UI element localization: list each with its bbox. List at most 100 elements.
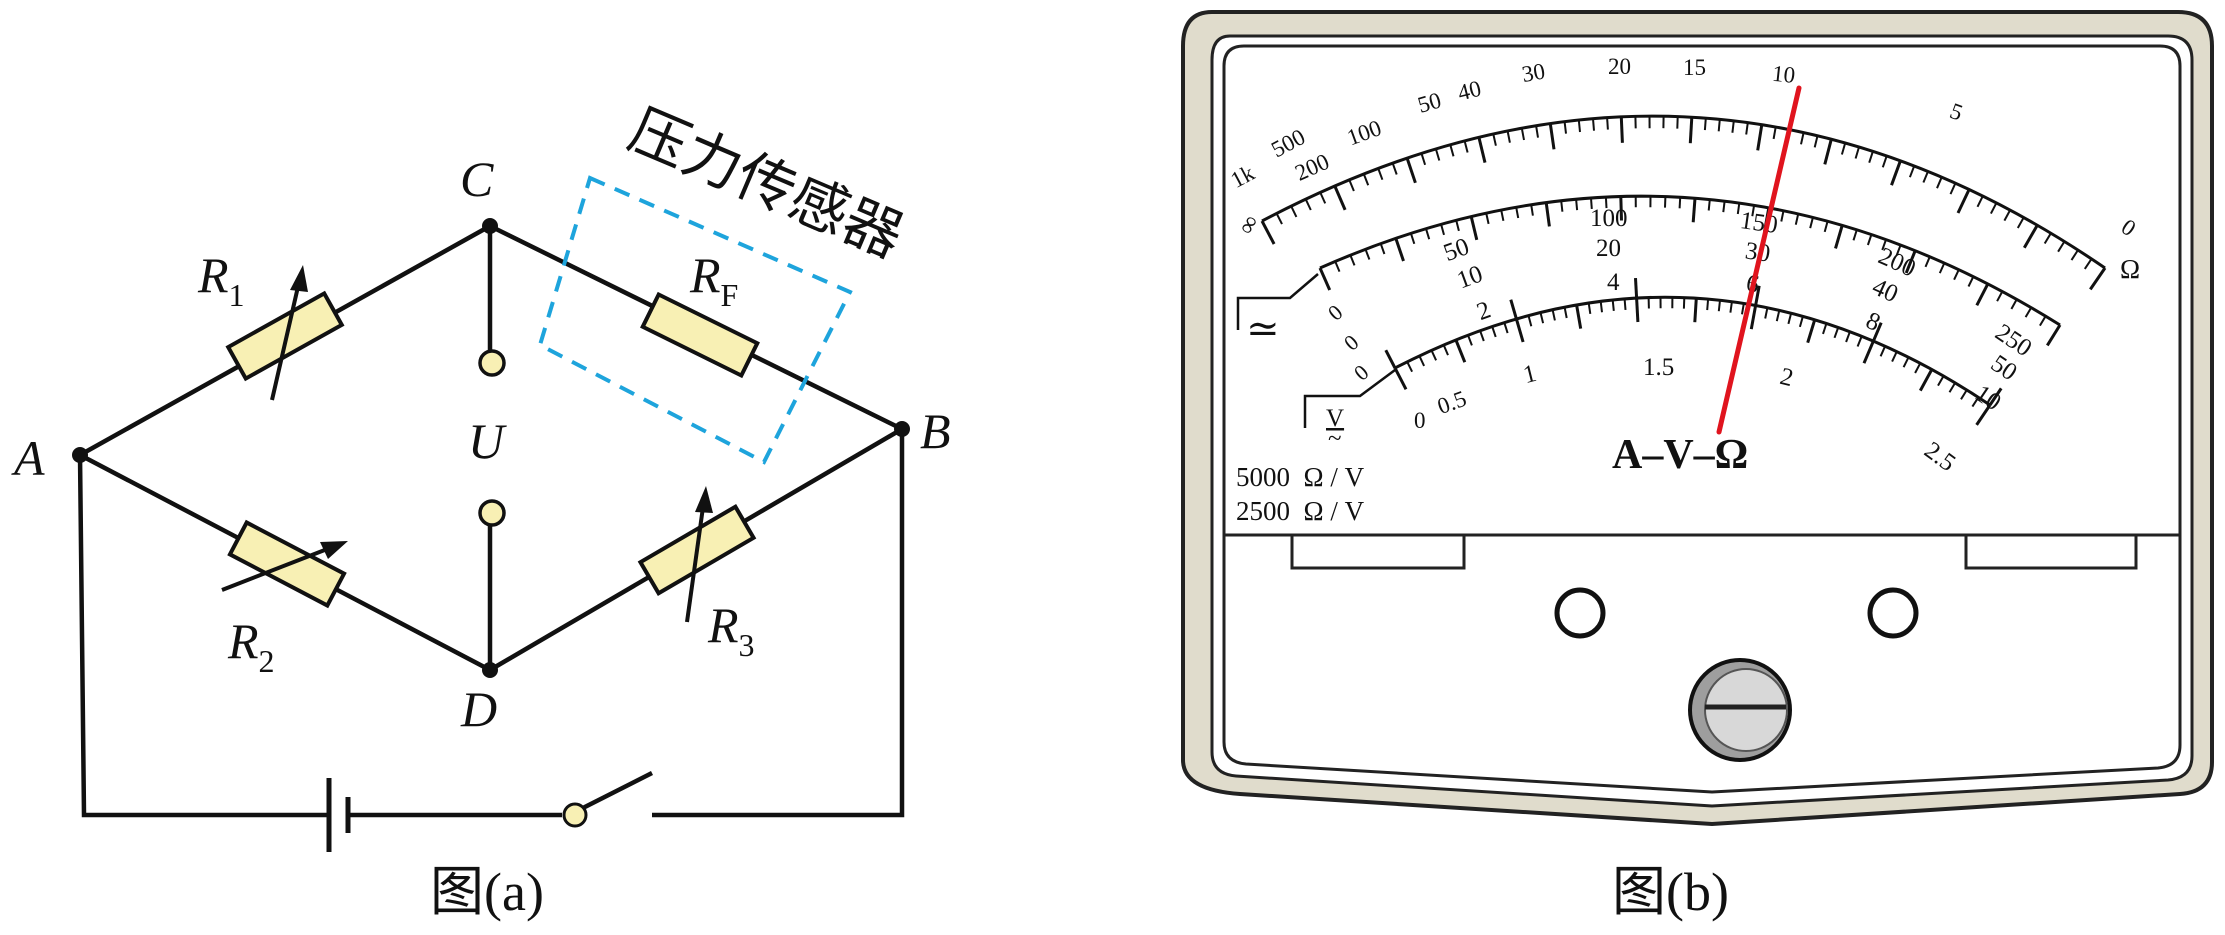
sensitivity-line-1: 5000 Ω / V [1236, 462, 1365, 492]
dc250-scale-tick [1895, 244, 1902, 256]
dc250-scale-tick [1967, 276, 1975, 287]
ohm-scale-tick [1949, 182, 1957, 195]
rf-label: RF [689, 247, 738, 313]
ohm-scale-tick [1275, 212, 1283, 225]
ohm-scale-tick [2070, 249, 2079, 261]
ohm-scale-tick [1377, 168, 1384, 181]
dc10-scale-tick [1798, 316, 1804, 328]
caption-a: 图(a) [430, 862, 544, 922]
dc10-scale-tick [1975, 404, 1992, 426]
dc10-inner-scale-tick [1872, 322, 1883, 342]
node-b-dot [894, 421, 910, 437]
zero-adjust-screw[interactable] [1688, 658, 1792, 762]
left-terminal-hole[interactable] [1554, 587, 1606, 639]
left-tab [1290, 535, 1466, 570]
dc250-scale-tick [1530, 204, 1534, 216]
dc10-scale-tick [1862, 340, 1875, 364]
dc10-scale-tick [1563, 307, 1568, 319]
r3-arrow-head [695, 486, 713, 513]
dc10-scale-tick [1442, 344, 1449, 356]
ohm-scale-tick [1362, 173, 1370, 186]
dc10-scale-tick [1729, 301, 1733, 313]
ohm-scale-tick [1548, 123, 1556, 150]
ac-symbol: ≃ [1246, 306, 1280, 351]
r2-symbol: R [227, 613, 259, 669]
dc250-scale-tick [1852, 229, 1858, 241]
ohm-scale-tick [1976, 195, 1984, 208]
dc10-scale-tick [1806, 319, 1817, 344]
dc10-scale-tick [1527, 315, 1533, 327]
dc10-scale-tick [1430, 349, 1438, 361]
ohm-scale-tick [1908, 165, 1916, 178]
dc10-scale-tick [1971, 396, 1980, 408]
v-tilde-mark: ~ [1328, 425, 1342, 452]
node-c-dot [482, 218, 498, 234]
dc10-scale-tick [1891, 351, 1898, 363]
ohm-scale-tick [2023, 224, 2039, 249]
dc10-scale-tick [1599, 301, 1603, 313]
dc10-label-4: 4 [1607, 269, 1620, 296]
ohm-scale-tick [1477, 136, 1487, 163]
dc10-scale-tick [1764, 307, 1769, 319]
dc10-scale-tick [1856, 335, 1863, 347]
ohm-scale-tick [1990, 202, 1998, 215]
right-terminal-hole[interactable] [1867, 587, 1919, 639]
ohm-scale-tick [1881, 155, 1888, 168]
dc10-scale-tick [1491, 326, 1497, 338]
dc10-inner-scale-tick [1988, 387, 2003, 406]
ohm-scale-tick [1290, 205, 1298, 218]
dc10-scale-tick [1937, 375, 1945, 387]
ohm-scale-tick [2089, 267, 2107, 291]
dc10-scale-tick [1960, 389, 1968, 400]
meter-needle [1716, 85, 1802, 435]
ohm-scale-tick [1772, 126, 1777, 140]
dc10-scale-tick [1775, 310, 1781, 322]
ohm-scale-tick [1756, 124, 1764, 151]
dc250-label-100: 100 [1590, 205, 1628, 232]
node-d-dot [482, 662, 498, 678]
dc250-scale-tick [1394, 237, 1405, 262]
terminal-top[interactable] [478, 349, 506, 377]
ohm-scale-tick [2057, 240, 2066, 253]
ohm-scale-tick [1731, 120, 1735, 133]
dc10-scale-tick [1418, 355, 1426, 367]
dc250-scale-tick [1409, 232, 1416, 245]
dc10-scale-tick [1749, 305, 1758, 330]
dc10-scale-tick [1406, 361, 1413, 373]
dc250-scale-tick [1379, 243, 1386, 255]
dc10-scale-tick [1948, 382, 1956, 393]
ohm-scale-tick [1823, 138, 1833, 165]
dc10-scale-tick [1914, 362, 1922, 374]
pressure-sensor-label: 压力传感器 [620, 97, 912, 270]
dc250-scale-tick [1881, 239, 1887, 251]
ohm-scale-tick [1563, 121, 1567, 134]
dc10-scale-tick [1918, 368, 1934, 392]
r3-subscript: 3 [739, 627, 755, 663]
rf-symbol: R [689, 247, 721, 303]
dc10-inner-scale-tick [1384, 349, 1397, 369]
dc250-scale-tick [2039, 315, 2047, 327]
switch-lever[interactable] [573, 770, 654, 815]
dc10-scale-tick [1635, 298, 1640, 323]
dc250-scale-tick [1780, 210, 1785, 222]
dc10-scale-tick [1393, 367, 1408, 390]
terminal-bottom[interactable] [478, 499, 506, 527]
ohm-scale-tick [1717, 119, 1721, 132]
dc250-scale-tick [1904, 250, 1917, 274]
dc250-scale-tick [1485, 212, 1490, 225]
dc10-scale-tick [1741, 303, 1745, 315]
pressure-sensor-box [537, 175, 853, 465]
dc250-scale-tick [1364, 248, 1371, 260]
resistor-r2 [221, 519, 348, 609]
dc10-scale-tick [1717, 300, 1721, 312]
dc250-scale-tick [1515, 207, 1520, 219]
dc10-scale-tick [1879, 345, 1887, 357]
dc250-scale-tick [1953, 269, 1960, 281]
dc250-scale-tick [1809, 217, 1814, 229]
ohm-scale-tick [1319, 192, 1327, 204]
dc10-inner-scale-tick [1754, 285, 1761, 306]
dc250-scale-tick [1996, 291, 2004, 302]
ohm-scale-tick [1333, 185, 1347, 211]
dc10-scale-tick [1902, 356, 1910, 368]
ohm-scale-tick [2016, 217, 2025, 229]
